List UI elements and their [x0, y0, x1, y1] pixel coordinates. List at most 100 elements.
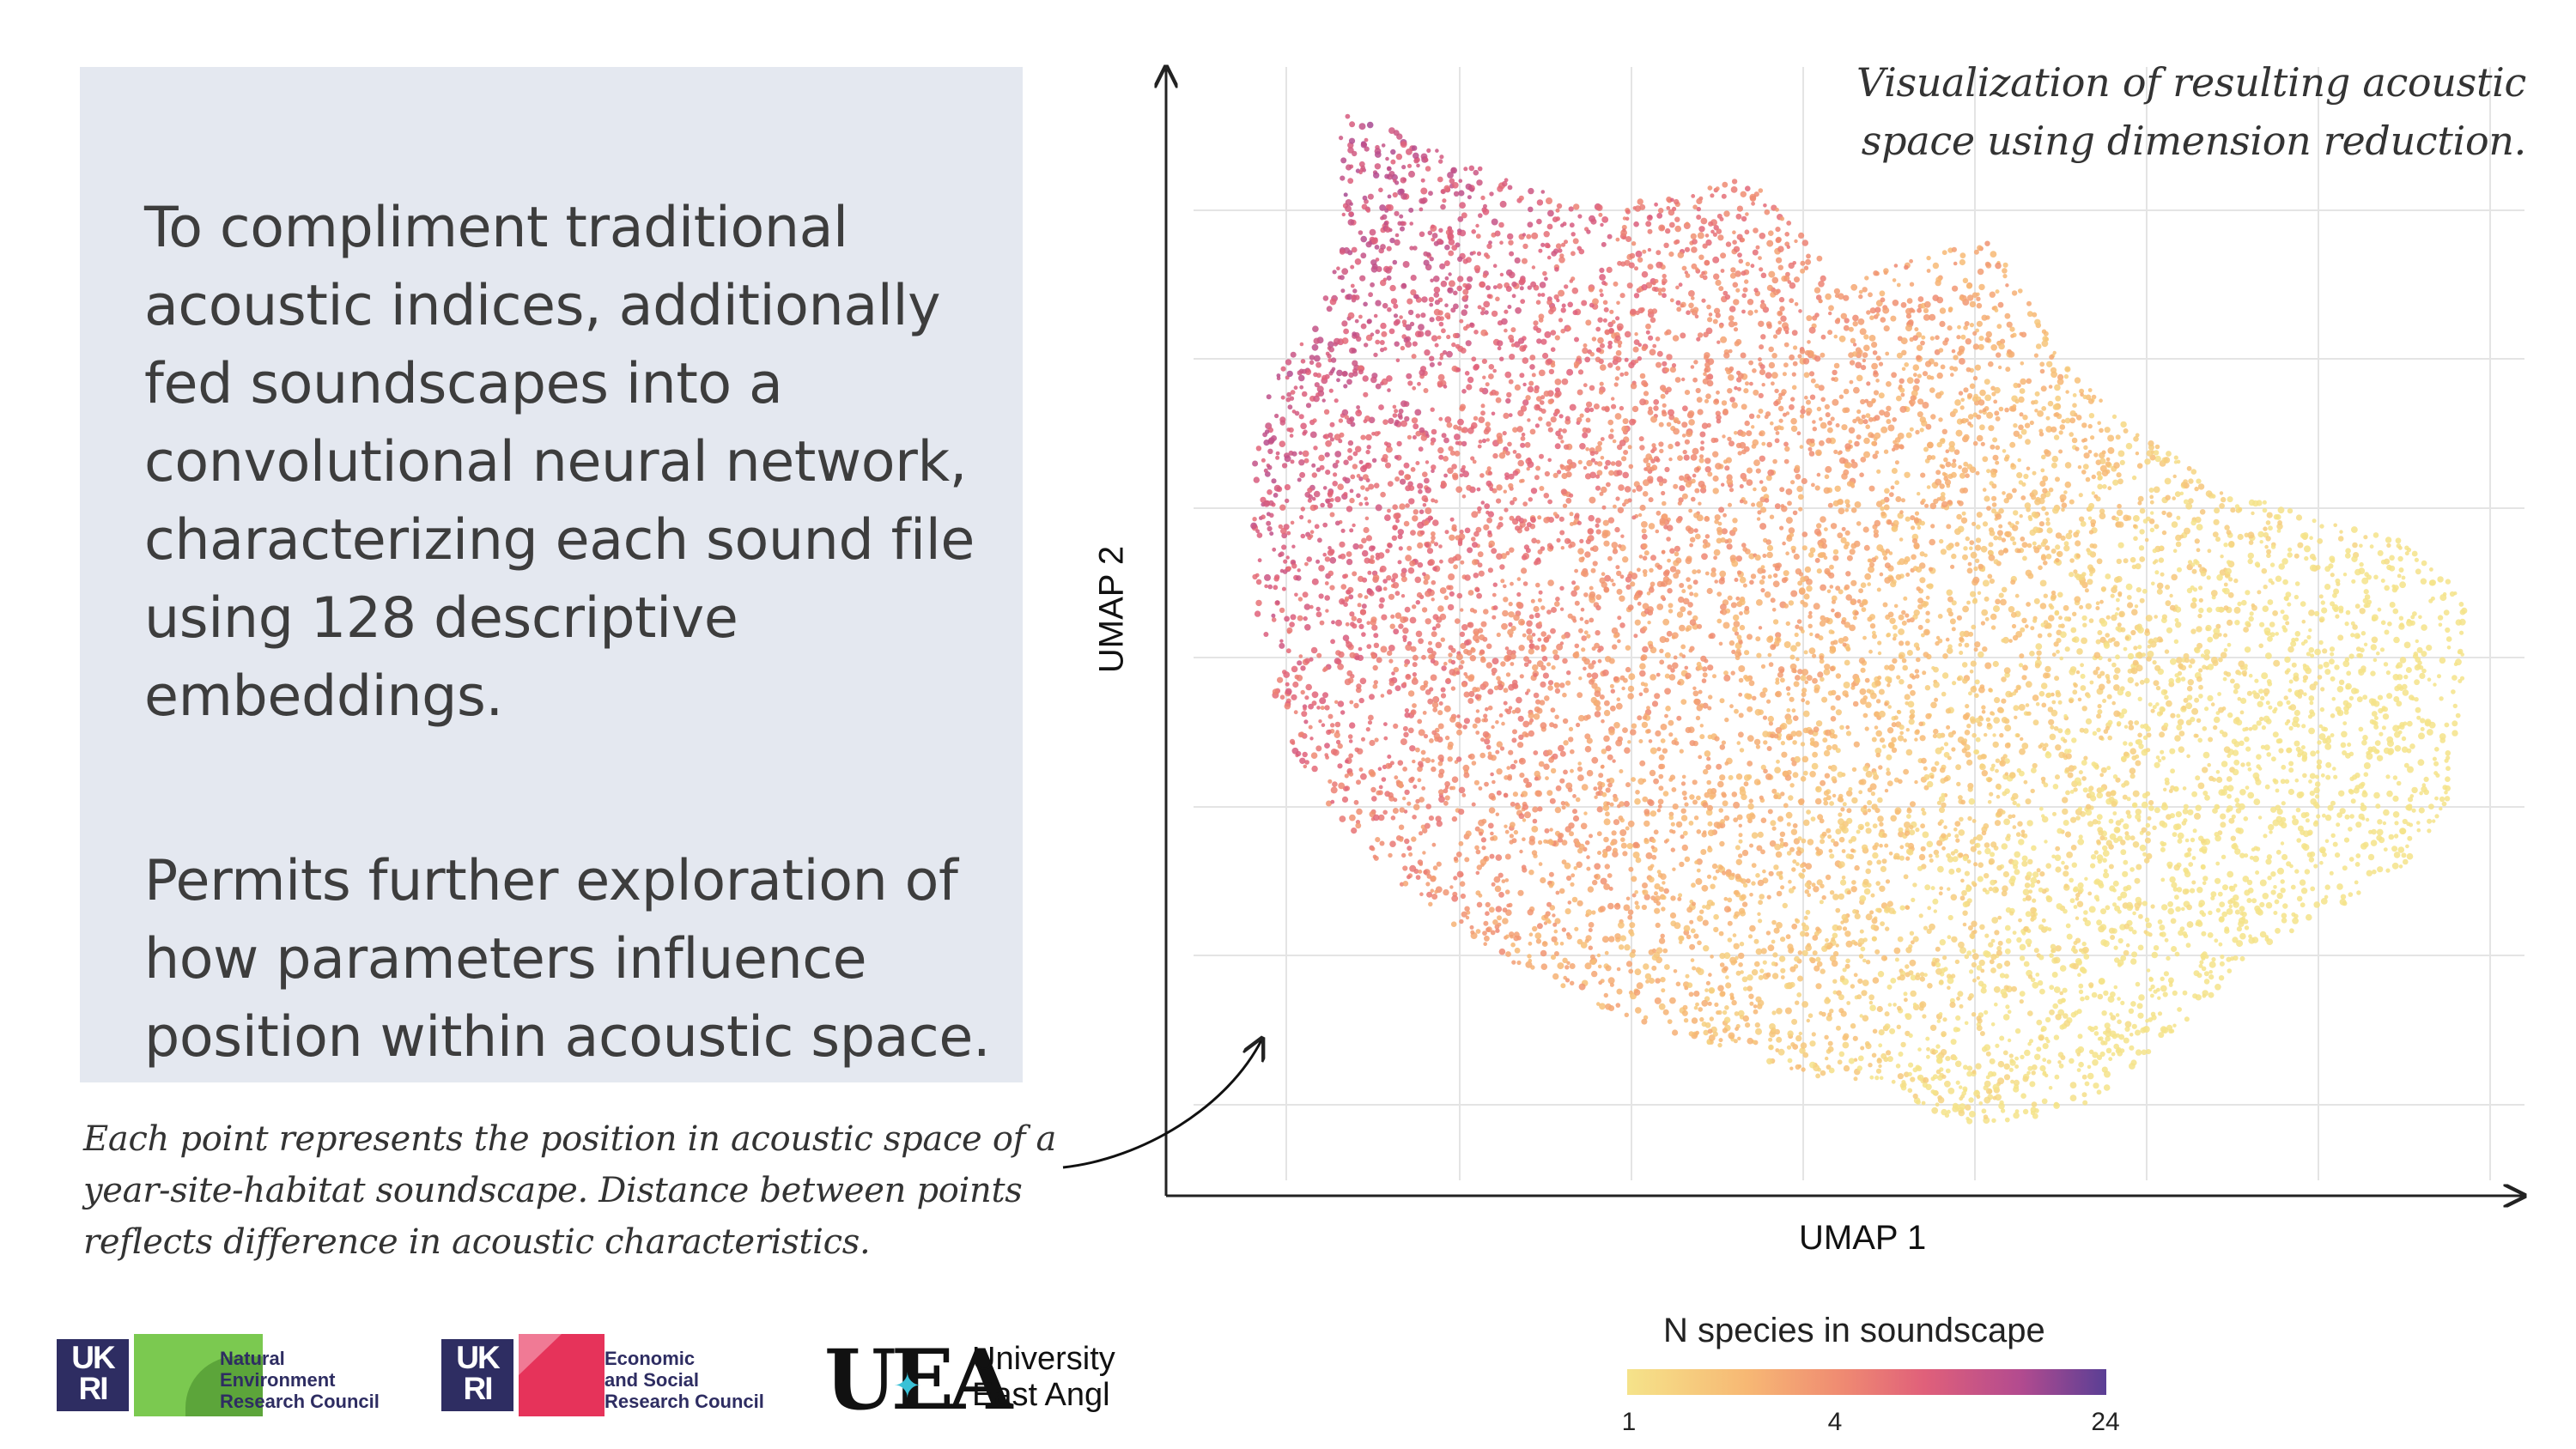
scatter-point	[1456, 714, 1461, 718]
scatter-point	[2004, 758, 2010, 764]
scatter-point	[1909, 829, 1916, 836]
scatter-point	[2248, 615, 2254, 622]
scatter-point	[2020, 833, 2025, 838]
scatter-point	[1873, 390, 1880, 396]
scatter-point	[1436, 861, 1442, 867]
scatter-point	[2138, 545, 2145, 551]
scatter-point	[1696, 206, 1702, 212]
scatter-point	[2257, 815, 2263, 820]
scatter-point	[2034, 1108, 2039, 1113]
scatter-point	[1417, 330, 1425, 337]
scatter-point	[1971, 953, 1979, 961]
scatter-point	[1825, 1056, 1829, 1061]
scatter-point	[1550, 707, 1556, 713]
scatter-point	[1620, 534, 1625, 538]
scatter-point	[2148, 702, 2153, 707]
scatter-point	[1498, 948, 1506, 955]
scatter-point	[1855, 678, 1861, 684]
scatter-point	[2237, 828, 2244, 834]
scatter-point	[1753, 227, 1759, 233]
scatter-point	[1850, 461, 1858, 469]
scatter-point	[1759, 480, 1764, 484]
scatter-point	[2361, 816, 2366, 821]
scatter-point	[1347, 440, 1354, 446]
scatter-point	[1790, 480, 1795, 485]
scatter-point	[1450, 921, 1457, 927]
scatter-point	[1593, 786, 1598, 791]
scatter-point	[1777, 815, 1784, 822]
scatter-point	[2275, 575, 2282, 582]
scatter-point	[1659, 448, 1664, 454]
scatter-point	[1349, 611, 1355, 617]
scatter-point	[2100, 767, 2107, 773]
scatter-point	[1629, 252, 1636, 259]
scatter-point	[1863, 334, 1869, 340]
scatter-point	[1917, 865, 1923, 871]
scatter-point	[1714, 307, 1721, 314]
scatter-point	[1419, 369, 1425, 376]
scatter-point	[2270, 544, 2276, 549]
scatter-point	[1581, 784, 1589, 791]
scatter-point	[1817, 671, 1824, 678]
scatter-point	[2312, 801, 2319, 808]
scatter-point	[2245, 590, 2251, 596]
scatter-point	[2083, 910, 2088, 915]
scatter-point	[1628, 866, 1634, 872]
scatter-point	[1959, 405, 1965, 410]
scatter-point	[1702, 919, 1709, 926]
scatter-point	[1953, 1027, 1959, 1033]
scatter-point	[1544, 276, 1548, 282]
scatter-point	[2116, 597, 2120, 603]
scatter-point	[2077, 882, 2084, 889]
scatter-point	[2309, 554, 2316, 560]
scatter-point	[1711, 863, 1718, 870]
scatter-point	[1838, 836, 1845, 843]
scatter-point	[1729, 992, 1735, 997]
scatter-point	[1439, 263, 1446, 270]
scatter-point	[2016, 549, 2021, 554]
scatter-point	[2088, 530, 2094, 535]
scatter-point	[2329, 870, 2334, 876]
scatter-point	[2055, 544, 2061, 550]
scatter-point	[1293, 710, 1298, 715]
scatter-point	[1595, 630, 1601, 636]
scatter-point	[1728, 315, 1735, 322]
scatter-point	[1700, 849, 1707, 855]
scatter-point	[1643, 963, 1649, 970]
scatter-point	[1962, 901, 1969, 908]
scatter-point	[1599, 906, 1606, 912]
scatter-point	[2190, 562, 2196, 567]
scatter-point	[1485, 438, 1491, 442]
scatter-point	[1858, 289, 1863, 294]
scatter-point	[2338, 609, 2344, 614]
scatter-point	[1703, 768, 1709, 775]
scatter-point	[1775, 632, 1782, 639]
scatter-point	[2198, 668, 2203, 673]
scatter-point	[1555, 243, 1562, 250]
scatter-point	[1702, 672, 1708, 678]
scatter-point	[1871, 342, 1878, 349]
scatter-point	[2181, 482, 2187, 488]
scatter-point	[1914, 511, 1920, 516]
scatter-point	[2322, 852, 2327, 858]
scatter-point	[2151, 951, 2159, 959]
scatter-point	[2010, 579, 2016, 585]
scatter-point	[2183, 803, 2189, 809]
scatter-point	[1596, 806, 1603, 813]
scatter-point	[1669, 548, 1675, 555]
scatter-point	[1440, 693, 1447, 699]
scatter-point	[1951, 462, 1957, 469]
scatter-point	[1439, 559, 1443, 564]
scatter-point	[1696, 829, 1702, 834]
scatter-point	[1759, 344, 1765, 350]
scatter-point	[2306, 913, 2312, 921]
scatter-point	[1388, 417, 1394, 424]
scatter-point	[2230, 507, 2236, 513]
scatter-point	[1334, 700, 1339, 704]
scatter-point	[1898, 779, 1903, 785]
scatter-point	[2330, 733, 2335, 737]
scatter-point	[1607, 362, 1613, 368]
scatter-point	[1403, 462, 1410, 469]
scatter-point	[1356, 808, 1363, 815]
scatter-point	[1284, 615, 1290, 622]
